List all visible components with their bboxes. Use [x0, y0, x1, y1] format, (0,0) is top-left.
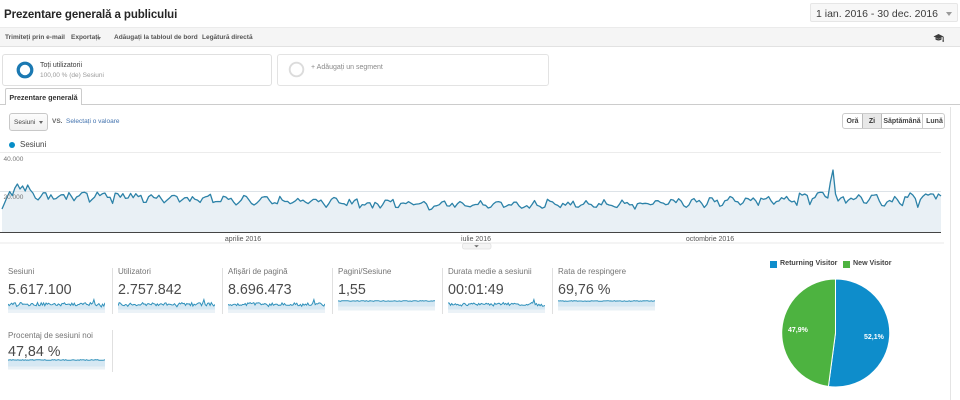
svg-text:52,1%: 52,1% [864, 334, 885, 341]
svg-text:20.000: 20.000 [4, 194, 24, 201]
svg-text:47,9%: 47,9% [788, 327, 809, 334]
svg-text:iulie 2016: iulie 2016 [461, 236, 491, 243]
svg-text:aprilie 2016: aprilie 2016 [225, 236, 261, 243]
svg-text:40.000: 40.000 [4, 156, 24, 163]
svg-text:octombrie 2016: octombrie 2016 [686, 236, 734, 243]
